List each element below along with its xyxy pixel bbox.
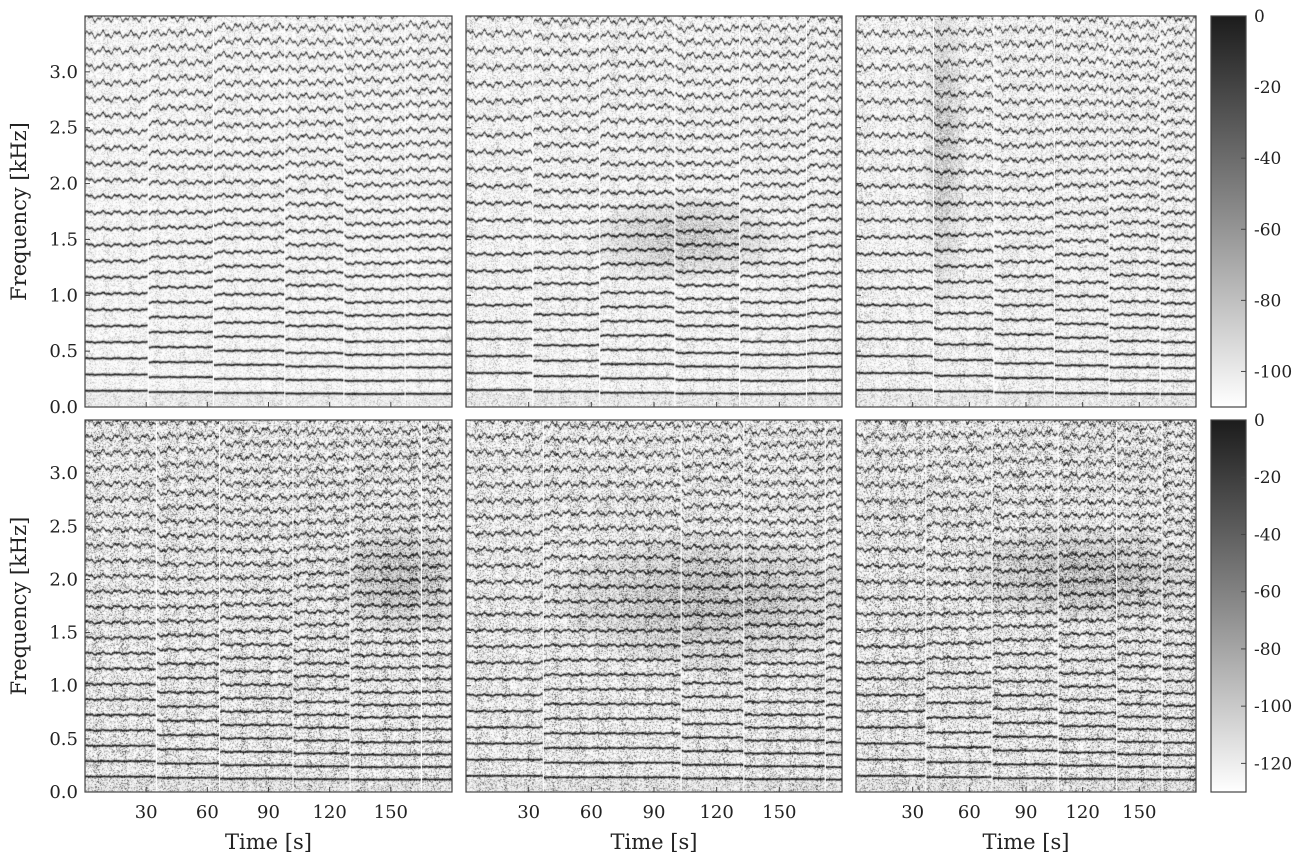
colorbar-tick-label: -60 — [1254, 220, 1281, 240]
y-tick-label: 1.5 — [49, 229, 78, 250]
colorbar-row-1: 0 -20 -40 -60 -80 -100 -120 — [1210, 411, 1292, 793]
spectrogram-image — [85, 16, 452, 407]
x-tick-label: 60 — [958, 802, 981, 823]
colorbar-tick-label: -60 — [1254, 583, 1281, 603]
x-tick-label: 30 — [135, 802, 158, 823]
y-tick-label: 0.0 — [49, 397, 78, 418]
y-tick-label: 2.0 — [49, 174, 78, 195]
y-axes: 0.0 0.5 1.0 1.5 2.0 2.5 3.0 Frequency [kHz] 0.0 0… — [7, 62, 78, 803]
colorbar-tick-label: -20 — [1254, 468, 1281, 488]
x-tick-label: 60 — [580, 802, 603, 823]
y-tick-label: 0.0 — [49, 782, 78, 803]
colorbars: 0 -20 -40 -60 -80 -100 0 -20 -40 -60 -80 -100 -120 — [1210, 7, 1292, 793]
y-tick-label: 3.0 — [49, 463, 78, 484]
x-axes: 30 60 90 120 150 Time [s] 30 60 90 120 150 Time [s]… — [135, 802, 1157, 854]
y-axis-label: Frequency [kHz] — [7, 517, 31, 696]
colorbar-tick-label: -20 — [1254, 78, 1281, 98]
y-tick-label: 0.5 — [49, 341, 78, 362]
colorbar-tick-label: -120 — [1254, 754, 1292, 774]
spectrogram-image — [85, 420, 452, 792]
x-tick-label: 30 — [517, 802, 540, 823]
spectrogram-panel-r0-c2 — [855, 15, 1197, 408]
spectrogram-panel-r0-c1 — [465, 15, 843, 408]
x-axis-label: Time [s] — [225, 830, 312, 854]
y-tick-label: 1.0 — [49, 285, 78, 306]
colorbar-tick-label: -100 — [1254, 697, 1292, 717]
y-tick-label: 0.5 — [49, 729, 78, 750]
x-tick-label: 90 — [257, 802, 280, 823]
spectrogram-image — [466, 420, 842, 792]
spectrogram-panel-r1-c2 — [855, 419, 1197, 793]
x-tick-label: 150 — [374, 802, 408, 823]
x-tick-label: 150 — [762, 802, 796, 823]
x-axis-label: Time [s] — [983, 830, 1070, 854]
colorbar-tick-label: 0 — [1254, 411, 1265, 431]
x-tick-label: 120 — [312, 802, 346, 823]
x-tick-label: 30 — [901, 802, 924, 823]
y-tick-label: 2.0 — [49, 569, 78, 590]
colorbar-tick-label: -100 — [1254, 362, 1292, 382]
y-tick-label: 1.5 — [49, 623, 78, 644]
y-tick-label: 3.0 — [49, 62, 78, 83]
y-tick-label: 2.5 — [49, 118, 78, 139]
colorbar-tick-label: -80 — [1254, 291, 1281, 311]
y-tick-label: 1.0 — [49, 676, 78, 697]
colorbar-gradient — [1210, 419, 1247, 793]
spectrogram-image — [466, 16, 842, 407]
colorbar-tick-label: 0 — [1254, 7, 1265, 27]
x-tick-label: 60 — [196, 802, 219, 823]
x-tick-label: 90 — [643, 802, 666, 823]
x-tick-label: 150 — [1122, 802, 1156, 823]
x-axis-label: Time [s] — [611, 830, 698, 854]
spectrogram-image — [856, 420, 1196, 792]
spectrogram-panel-r1-c0 — [84, 419, 453, 793]
colorbar-tick-label: -40 — [1254, 149, 1281, 169]
spectrogram-image — [856, 16, 1196, 407]
x-tick-label: 120 — [699, 802, 733, 823]
y-tick-label: 2.5 — [49, 516, 78, 537]
x-tick-label: 90 — [1015, 802, 1038, 823]
spectrogram-panels — [84, 15, 1197, 793]
colorbar-row-0: 0 -20 -40 -60 -80 -100 — [1210, 7, 1292, 408]
colorbar-tick-label: -80 — [1254, 640, 1281, 660]
spectrogram-panel-r1-c1 — [465, 419, 843, 793]
x-tick-label: 120 — [1065, 802, 1099, 823]
colorbar-tick-label: -40 — [1254, 525, 1281, 545]
colorbar-gradient — [1210, 15, 1247, 408]
y-axis-label: Frequency [kHz] — [7, 122, 31, 301]
spectrogram-panel-r0-c0 — [84, 15, 453, 408]
